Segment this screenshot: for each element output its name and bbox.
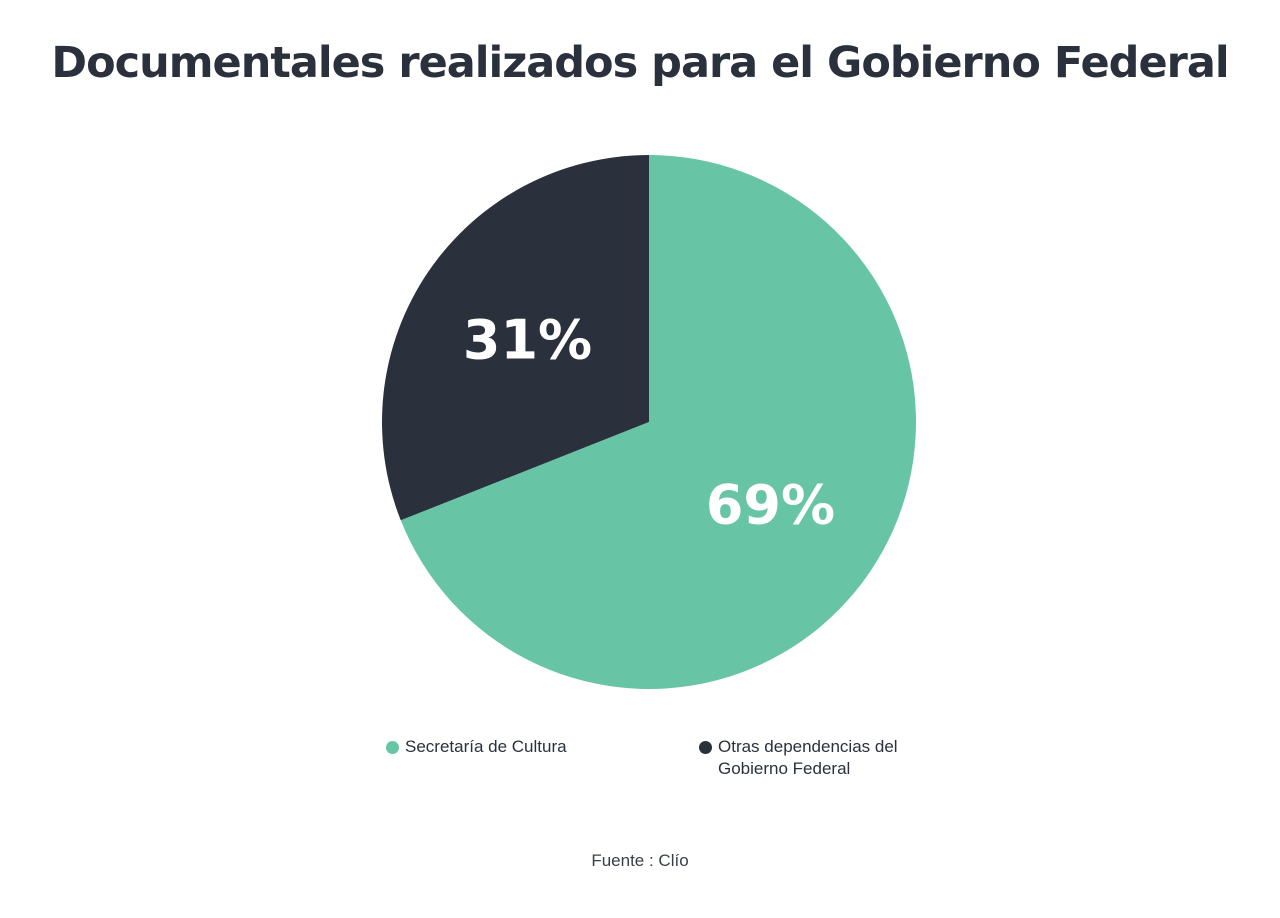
chart-title: Documentales realizados para el Gobierno… [51, 38, 1229, 88]
legend-label: Otras dependencias del Gobierno Federal [718, 737, 898, 778]
legend-item-otras-dependencias: Otras dependencias del Gobierno Federal [699, 736, 929, 780]
legend-label: Secretaría de Cultura [405, 737, 567, 756]
legend-item-secretaria-de-cultura: Secretaría de Cultura [386, 736, 646, 758]
pie-slices [382, 155, 916, 689]
legend-swatch [699, 741, 712, 754]
source-note: Fuente : Clío [591, 851, 689, 870]
pie-slice-otras-dependencias [382, 155, 649, 521]
pie-slice-secretaria-de-cultura [400, 155, 916, 689]
slice-label-1: 31% [463, 308, 592, 371]
legend-swatch [386, 741, 399, 754]
slice-label-0: 69% [706, 474, 835, 537]
pie-slice-labels: 69% 31% [463, 308, 835, 536]
